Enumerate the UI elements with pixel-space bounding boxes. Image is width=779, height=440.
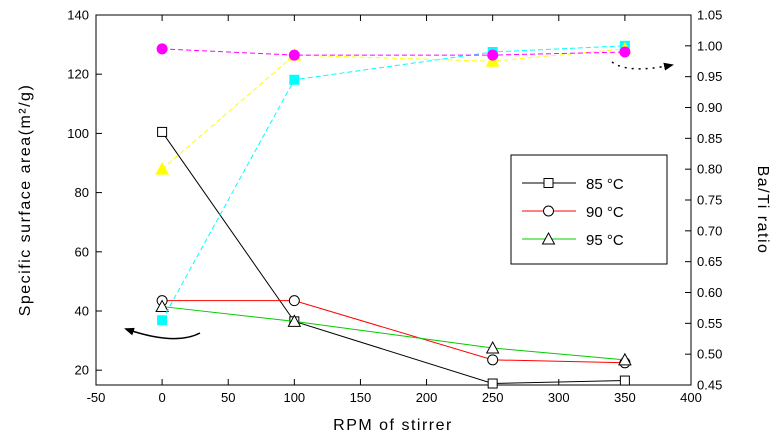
x-tick-label: 150	[350, 390, 372, 405]
y-axis-left-ticks: 20 40 60 80 100 120 140	[67, 8, 102, 378]
data-point-circle	[288, 49, 300, 61]
y-axis-left-title: Specific surface area(m²/g)	[17, 84, 34, 317]
y-right-tick-label: 0.80	[697, 162, 722, 177]
y-left-tick-label: 100	[67, 126, 89, 141]
x-tick-label: 350	[614, 390, 636, 405]
y-right-tick-label: 0.45	[697, 378, 722, 393]
y-left-tick-label: 20	[75, 363, 89, 378]
data-point-circle	[487, 49, 499, 61]
legend-marker-circle	[543, 205, 554, 217]
x-tick-label: 100	[283, 390, 305, 405]
series-line	[161, 45, 625, 321]
legend-item-85c: 85 °C	[522, 176, 624, 193]
x-tick-label: 200	[416, 390, 438, 405]
y-right-tick-label: 1.05	[697, 8, 722, 23]
series-line	[162, 300, 625, 364]
legend-marker-square	[543, 178, 554, 188]
data-point-circle	[487, 354, 499, 366]
series-2	[155, 299, 632, 366]
data-point-square	[289, 74, 300, 85]
y-axis-right-title: Ba/Ti ratio	[754, 166, 771, 255]
series-line	[161, 131, 625, 385]
y-left-tick-label: 140	[67, 8, 89, 23]
x-tick-label: 400	[680, 390, 702, 405]
y-right-tick-label: 0.60	[697, 285, 722, 300]
data-point-triangle	[287, 314, 302, 327]
x-axis-title: RPM of stirrer	[333, 417, 453, 434]
data-point-square	[157, 126, 168, 137]
data-point-square	[157, 315, 168, 326]
data-point-circle	[619, 46, 631, 58]
legend-label-85c: 85 °C	[586, 176, 624, 193]
left-axis-arrow	[124, 327, 201, 340]
x-tick-label: 250	[482, 390, 504, 405]
series-line	[162, 306, 625, 361]
series-4	[155, 41, 632, 175]
legend-marker-triangle	[541, 231, 556, 245]
legend-item-95c: 95 °C	[522, 231, 624, 249]
y-right-tick-label: 0.65	[697, 254, 722, 269]
y-left-tick-label: 40	[75, 304, 89, 319]
y-right-tick-label: 0.95	[697, 69, 722, 84]
legend-label-90c: 90 °C	[586, 204, 624, 221]
data-point-triangle	[485, 340, 500, 354]
x-tick-label: 0	[158, 390, 165, 405]
series-1	[156, 295, 631, 369]
data-point-circle	[156, 43, 168, 55]
series-line	[161, 48, 625, 170]
data-point-triangle	[485, 54, 500, 67]
y-right-tick-label: 0.50	[697, 347, 722, 362]
data-point-triangle	[155, 162, 169, 175]
series-group	[155, 40, 632, 389]
y-axis-right-ticks: 0.45 0.50 0.55 0.60 0.65 0.70 0.75 0.80 0.85 0.90…	[685, 8, 722, 393]
y-right-tick-label: 0.90	[697, 100, 722, 115]
y-right-tick-label: 0.75	[697, 193, 722, 208]
data-point-triangle	[618, 352, 632, 366]
data-point-circle	[288, 295, 300, 307]
right-axis-arrow	[611, 61, 674, 71]
x-tick-label: 300	[548, 390, 570, 405]
series-5	[156, 43, 631, 61]
x-tick-label: 50	[221, 390, 235, 405]
legend-box	[510, 154, 668, 265]
data-point-square	[487, 378, 498, 389]
y-left-tick-label: 80	[75, 185, 89, 200]
y-right-tick-label: 0.55	[697, 316, 722, 331]
y-right-tick-label: 1.00	[697, 38, 722, 53]
legend-item-90c: 90 °C	[522, 204, 624, 221]
data-point-triangle	[155, 299, 169, 313]
y-right-tick-label: 0.70	[697, 223, 722, 238]
y-left-tick-label: 60	[75, 244, 89, 259]
y-right-tick-label: 0.85	[697, 131, 722, 146]
x-tick-label: -50	[87, 390, 106, 405]
legend-label-95c: 95 °C	[586, 232, 624, 249]
data-point-square	[619, 375, 630, 386]
legend: 85 °C 90 °C 95 °C	[510, 154, 668, 265]
y-left-tick-label: 120	[67, 67, 89, 82]
series-line	[162, 48, 625, 56]
